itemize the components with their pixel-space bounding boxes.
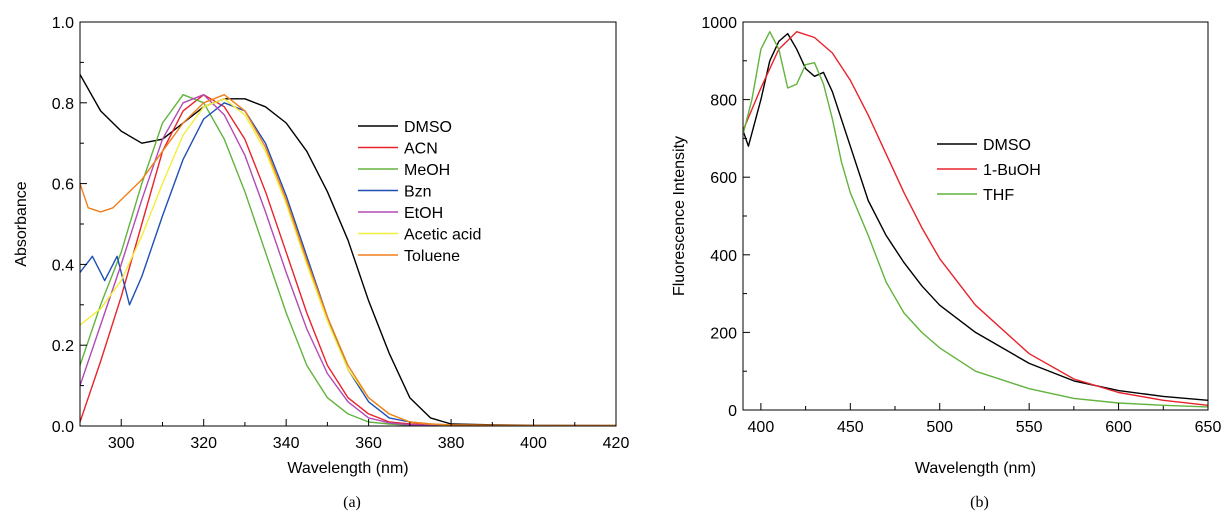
x-tick-label: 400 xyxy=(748,419,775,436)
y-tick-label: 0 xyxy=(728,403,737,420)
x-tick-label: 400 xyxy=(520,435,547,452)
x-tick-label: 320 xyxy=(190,435,217,452)
legend-item: Acetic acid xyxy=(358,227,481,244)
legend-item: ACN xyxy=(358,141,438,158)
x-tick-label: 360 xyxy=(355,435,382,452)
y-tick-label: 400 xyxy=(710,248,737,265)
series-line xyxy=(743,31,1208,406)
x-tick-label: 380 xyxy=(438,435,465,452)
legend-item: DMSO xyxy=(937,137,1031,154)
series-line xyxy=(80,98,616,426)
series-line xyxy=(80,102,616,426)
panel-label: (a) xyxy=(343,494,361,511)
x-tick-label: 500 xyxy=(926,419,953,436)
series-line xyxy=(80,94,616,426)
y-tick-label: 1000 xyxy=(701,15,737,32)
legend-item: DMSO xyxy=(358,119,452,136)
y-axis-label: Fluorescence Intensity xyxy=(671,136,688,296)
x-tick-label: 450 xyxy=(837,419,864,436)
y-tick-label: 200 xyxy=(710,325,737,342)
legend-label: MeOH xyxy=(404,162,450,179)
series-layer xyxy=(743,31,1208,408)
legend-label: Bzn xyxy=(404,184,432,201)
legend-item: Toluene xyxy=(358,248,460,265)
legend-label: THF xyxy=(983,187,1014,204)
ticks-layer: 400 450 500 550 600 650 0 200 400 600 800 1000 xyxy=(701,15,1221,436)
panel-label: (b) xyxy=(970,494,989,511)
series-line xyxy=(80,94,616,426)
y-tick-label: 1.0 xyxy=(52,15,74,32)
y-tick-label: 0.0 xyxy=(52,419,74,436)
series-line xyxy=(743,32,1208,401)
legend-label: DMSO xyxy=(983,137,1031,154)
legend-item: THF xyxy=(937,187,1014,204)
plot-frame xyxy=(742,21,1209,411)
series-line xyxy=(80,74,616,426)
plot-frame xyxy=(79,21,617,427)
legend-label: DMSO xyxy=(404,119,452,136)
ticks-layer: 300 320 340 360 380 400 420 0.0 0.2 0.4 0.6 0.8 1.0 xyxy=(52,15,630,452)
y-tick-label: 600 xyxy=(710,170,737,187)
series-line xyxy=(80,94,616,426)
absorbance-chart: 300 320 340 360 380 400 4200.00.20.40.60.81.0 … xyxy=(13,15,629,511)
legend-label: 1-BuOH xyxy=(983,162,1041,179)
y-tick-label: 0.4 xyxy=(52,257,74,274)
y-tick-label: 0.6 xyxy=(52,177,74,194)
legend-label: Toluene xyxy=(404,248,460,265)
legend-item: EtOH xyxy=(358,205,443,222)
series-layer xyxy=(80,74,616,426)
legend: DMSO 1-BuOH THF xyxy=(937,137,1041,204)
x-tick-label: 600 xyxy=(1105,419,1132,436)
x-tick-label: 340 xyxy=(273,435,300,452)
x-tick-label: 300 xyxy=(108,435,135,452)
y-tick-label: 0.8 xyxy=(52,96,74,113)
legend-item: 1-BuOH xyxy=(937,162,1041,179)
fluorescence-chart: 400 450 500 550 600 650 0 200 400 600 800 1000 DMSO… xyxy=(671,15,1221,511)
x-axis-label: Wavelength (nm) xyxy=(287,460,408,477)
y-tick-label: 800 xyxy=(710,93,737,110)
x-axis-label: Wavelength (nm) xyxy=(915,460,1036,477)
series-line xyxy=(743,31,1208,408)
legend-label: ACN xyxy=(404,141,438,158)
legend-item: MeOH xyxy=(358,162,450,179)
x-tick-label: 420 xyxy=(603,435,630,452)
legend-item: Bzn xyxy=(358,184,432,201)
legend-label: EtOH xyxy=(404,205,443,222)
x-tick-label: 550 xyxy=(1016,419,1043,436)
legend-label: Acetic acid xyxy=(404,227,481,244)
y-axis-label: Absorbance xyxy=(13,181,30,266)
y-tick-label: 0.2 xyxy=(52,338,74,355)
legend: DMSO ACN MeOH Bzn EtOH Acetic acid Toluene xyxy=(358,119,481,265)
x-tick-label: 650 xyxy=(1195,419,1222,436)
